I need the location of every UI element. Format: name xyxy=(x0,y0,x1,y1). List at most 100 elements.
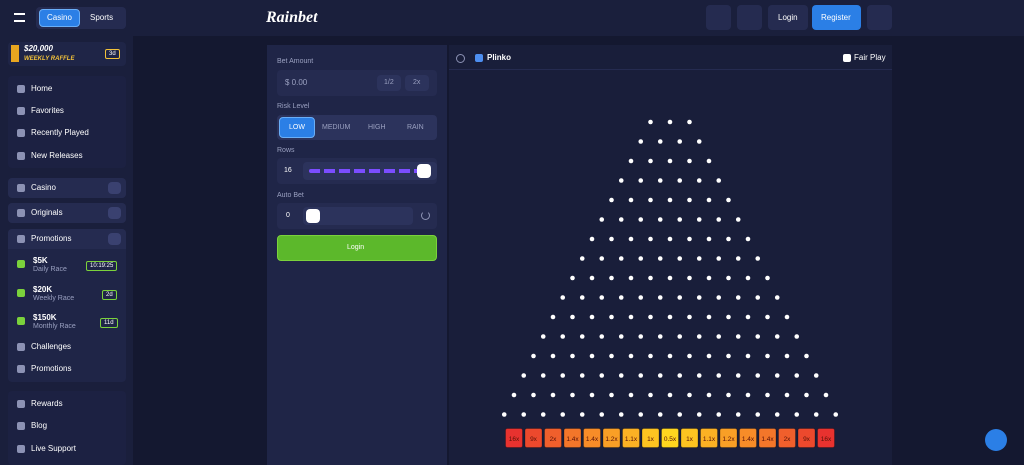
shield-icon xyxy=(843,54,851,62)
nav-link[interactable]: Recently Played xyxy=(31,128,89,137)
collapse-button[interactable] xyxy=(108,233,121,245)
peg xyxy=(638,334,644,339)
nav-icon xyxy=(17,365,25,373)
multiplier-label: 1.4x xyxy=(742,436,755,443)
slider-handle[interactable] xyxy=(417,164,431,178)
race-badge: 11d xyxy=(100,318,118,328)
nav-link[interactable]: Rewards xyxy=(31,399,63,408)
peg xyxy=(628,197,634,203)
race-icon xyxy=(17,260,25,268)
peg xyxy=(716,178,722,183)
menu-icon[interactable] xyxy=(14,13,25,22)
tab[interactable]: Casino xyxy=(47,13,72,22)
race-amount[interactable]: $5K xyxy=(33,256,48,265)
peg xyxy=(638,256,644,261)
nav-link[interactable]: Live Support xyxy=(31,444,76,453)
peg xyxy=(657,373,663,378)
bet-value: $ 0.00 xyxy=(285,78,308,87)
raffle-label: WEEKLY RAFFLE xyxy=(24,56,75,62)
logo[interactable]: Rainbet xyxy=(266,9,318,26)
risk-option[interactable]: MEDIUM xyxy=(322,124,351,131)
peg xyxy=(638,412,644,417)
peg xyxy=(550,314,556,320)
peg xyxy=(677,412,683,417)
section-header[interactable] xyxy=(8,178,126,198)
multiplier-label: 16x xyxy=(509,436,520,443)
peg xyxy=(687,197,692,203)
peg xyxy=(599,217,605,222)
footer-group xyxy=(8,391,126,465)
multiplier-label: 9x xyxy=(530,436,538,443)
nav-link[interactable]: Challenges xyxy=(31,342,72,351)
peg xyxy=(618,334,624,339)
race-amount[interactable]: $150K xyxy=(33,313,57,322)
expand-button[interactable] xyxy=(108,182,121,194)
peg xyxy=(657,295,663,300)
game-title: Plinko xyxy=(487,53,512,62)
nav-link[interactable]: Promotions xyxy=(31,364,72,373)
info-icon[interactable] xyxy=(456,54,465,63)
tab-active[interactable] xyxy=(39,9,80,27)
gift-button[interactable] xyxy=(737,5,762,30)
tab[interactable]: Sports xyxy=(90,13,114,22)
multiplier-label: 9x xyxy=(803,436,811,443)
label: Bet Amount xyxy=(277,58,314,65)
half-text: 1/2 xyxy=(384,79,394,86)
expand-button[interactable] xyxy=(108,207,121,219)
peg xyxy=(696,139,702,144)
race-amount[interactable]: $20K xyxy=(33,285,53,294)
peg xyxy=(609,236,614,242)
peg xyxy=(540,412,546,417)
fair-play[interactable]: Fair Play xyxy=(854,53,886,62)
peg xyxy=(648,275,653,281)
multiplier-bucket xyxy=(622,428,640,448)
peg xyxy=(628,158,634,164)
peg xyxy=(716,412,722,417)
multiplier-label: 2x xyxy=(550,436,558,443)
slider-track xyxy=(303,207,413,225)
multiplier-label: 1.4x xyxy=(761,436,774,443)
reset-icon[interactable] xyxy=(421,211,430,220)
peg xyxy=(687,353,692,359)
chat-button[interactable] xyxy=(867,5,892,30)
peg xyxy=(735,334,741,339)
section-header[interactable] xyxy=(8,229,126,249)
peg xyxy=(648,353,653,359)
register-button[interactable] xyxy=(812,5,861,30)
peg xyxy=(745,353,751,359)
nav-link[interactable]: Blog xyxy=(31,421,48,430)
peg xyxy=(638,295,644,300)
peg xyxy=(696,295,702,300)
peg xyxy=(648,158,653,164)
search-button[interactable] xyxy=(706,5,731,30)
nav-link[interactable]: Home xyxy=(31,84,53,93)
peg xyxy=(531,353,536,359)
nav-link[interactable]: Favorites xyxy=(31,106,64,115)
risk-option[interactable]: RAIN xyxy=(407,124,424,131)
risk-option[interactable]: HIGH xyxy=(368,124,386,131)
multiplier-label: 1.4x xyxy=(586,436,599,443)
peg xyxy=(599,373,605,378)
login-button[interactable] xyxy=(768,5,808,30)
peg xyxy=(687,275,692,281)
risk-active[interactable] xyxy=(279,117,315,138)
raffle-amount: $20,000 xyxy=(24,44,53,53)
raffle-card[interactable] xyxy=(8,42,126,66)
nav-link[interactable]: New Releases xyxy=(31,151,83,160)
peg xyxy=(794,373,800,378)
multiplier-label: 1x xyxy=(686,436,694,443)
peg xyxy=(570,275,575,281)
peg xyxy=(609,275,614,281)
risk-option[interactable]: LOW xyxy=(289,124,305,131)
section-header[interactable] xyxy=(8,203,126,223)
peg xyxy=(648,197,653,203)
peg xyxy=(726,197,731,203)
slider-handle[interactable] xyxy=(306,209,320,223)
play-button[interactable] xyxy=(277,235,437,261)
half-button[interactable] xyxy=(377,75,401,91)
double-button[interactable] xyxy=(405,75,429,91)
peg xyxy=(774,412,780,417)
peg xyxy=(589,353,595,359)
support-bubble[interactable] xyxy=(985,429,1007,451)
